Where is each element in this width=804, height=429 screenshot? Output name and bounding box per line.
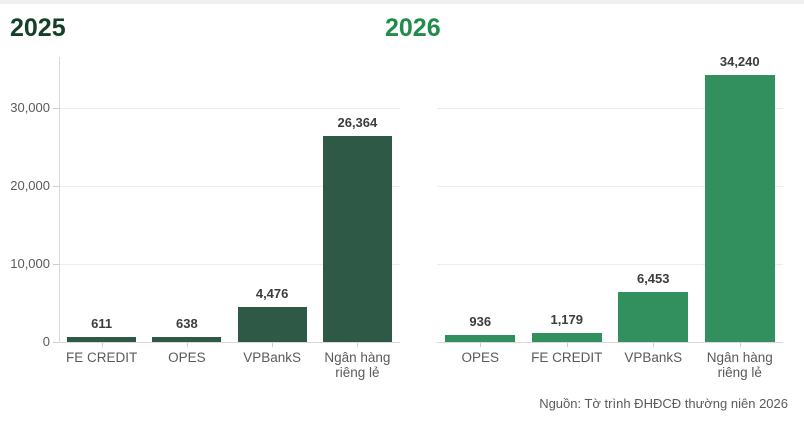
bar-vpbanks [237, 307, 307, 342]
gridline [437, 108, 783, 109]
y-axis-line [59, 57, 60, 342]
source-note: Nguồn: Tờ trình ĐHĐCĐ thường niên 2026 [539, 396, 788, 411]
x-category-label: OPES [461, 350, 499, 365]
bar-ngân-hàng-riêng-lẻ [704, 75, 775, 342]
y-tick-label: 30,000 [10, 100, 50, 115]
bar-value-label: 936 [469, 314, 492, 329]
x-axis-line [437, 342, 783, 343]
top-border-strip [0, 0, 804, 4]
gridline [59, 264, 400, 265]
x-category-label: VPBankS [624, 350, 683, 365]
y-tick-label: 20,000 [10, 178, 50, 193]
bar-value-label: 611 [91, 316, 113, 331]
bar-opes [152, 337, 222, 342]
bar-value-label: 34,240 [719, 54, 760, 69]
bar-value-label: 638 [176, 316, 198, 331]
bar-opes [445, 335, 516, 342]
gridline [59, 186, 400, 187]
y-tick-mark [53, 108, 59, 109]
bar-fe-credit [67, 337, 137, 342]
y-tick-label: 0 [42, 334, 50, 349]
left-chart-title: 2025 [10, 14, 66, 42]
right-chart-title: 2026 [385, 14, 441, 42]
bar-value-label: 1,179 [550, 312, 584, 327]
gridline [437, 264, 783, 265]
bar-ngân-hàng-riêng-lẻ [322, 136, 392, 342]
bar-value-label: 6,453 [636, 271, 670, 286]
x-category-label: Ngân hàng riêng lẻ [706, 350, 773, 380]
x-tick-mark [566, 343, 568, 347]
x-tick-mark [186, 343, 188, 347]
x-category-label: FE CREDIT [65, 350, 138, 365]
y-tick-mark [53, 186, 59, 187]
x-tick-mark [272, 343, 274, 347]
x-tick-mark [357, 343, 359, 347]
y-tick-mark [53, 342, 59, 343]
x-tick-mark [739, 343, 741, 347]
bar-value-label: 4,476 [255, 286, 289, 301]
y-tick-mark [53, 264, 59, 265]
x-axis-line [59, 342, 400, 343]
bar-vpbanks [618, 292, 689, 342]
gridline [59, 108, 400, 109]
x-category-label: VPBankS [243, 350, 302, 365]
x-tick-mark [101, 343, 103, 347]
y-tick-label: 10,000 [10, 256, 50, 271]
x-tick-mark [653, 343, 655, 347]
bar-value-label: 26,364 [337, 115, 378, 130]
x-category-label: OPES [168, 350, 206, 365]
x-category-label: FE CREDIT [531, 350, 603, 365]
bar-fe-credit [531, 333, 602, 342]
gridline [437, 186, 783, 187]
x-tick-mark [480, 343, 482, 347]
x-category-label: Ngân hàng riêng lẻ [324, 350, 391, 380]
